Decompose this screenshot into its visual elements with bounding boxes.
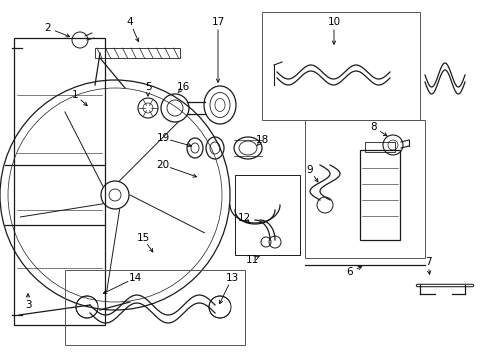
Text: 8: 8 bbox=[370, 122, 377, 132]
Text: 12: 12 bbox=[237, 213, 250, 223]
Bar bbox=[14, 38, 105, 325]
Text: 14: 14 bbox=[128, 273, 142, 283]
Bar bbox=[364, 142, 394, 152]
Text: 15: 15 bbox=[136, 233, 149, 243]
Text: 6: 6 bbox=[346, 267, 353, 277]
Text: 4: 4 bbox=[126, 17, 133, 27]
Bar bbox=[305, 120, 424, 258]
Bar bbox=[95, 48, 180, 58]
Text: 16: 16 bbox=[176, 82, 189, 92]
Text: 20: 20 bbox=[156, 160, 169, 170]
Bar bbox=[235, 175, 299, 255]
Bar bbox=[359, 150, 399, 240]
Text: 7: 7 bbox=[424, 257, 430, 267]
Text: 11: 11 bbox=[245, 255, 258, 265]
Text: 2: 2 bbox=[44, 23, 51, 33]
Text: 9: 9 bbox=[306, 165, 313, 175]
Bar bbox=[65, 270, 244, 345]
Bar bbox=[262, 12, 419, 120]
Text: 19: 19 bbox=[156, 133, 169, 143]
Text: 10: 10 bbox=[327, 17, 340, 27]
Text: 5: 5 bbox=[144, 82, 151, 92]
Text: 18: 18 bbox=[255, 135, 268, 145]
Text: 3: 3 bbox=[24, 300, 31, 310]
Text: 13: 13 bbox=[225, 273, 238, 283]
Text: 1: 1 bbox=[72, 90, 78, 100]
Text: 17: 17 bbox=[211, 17, 224, 27]
